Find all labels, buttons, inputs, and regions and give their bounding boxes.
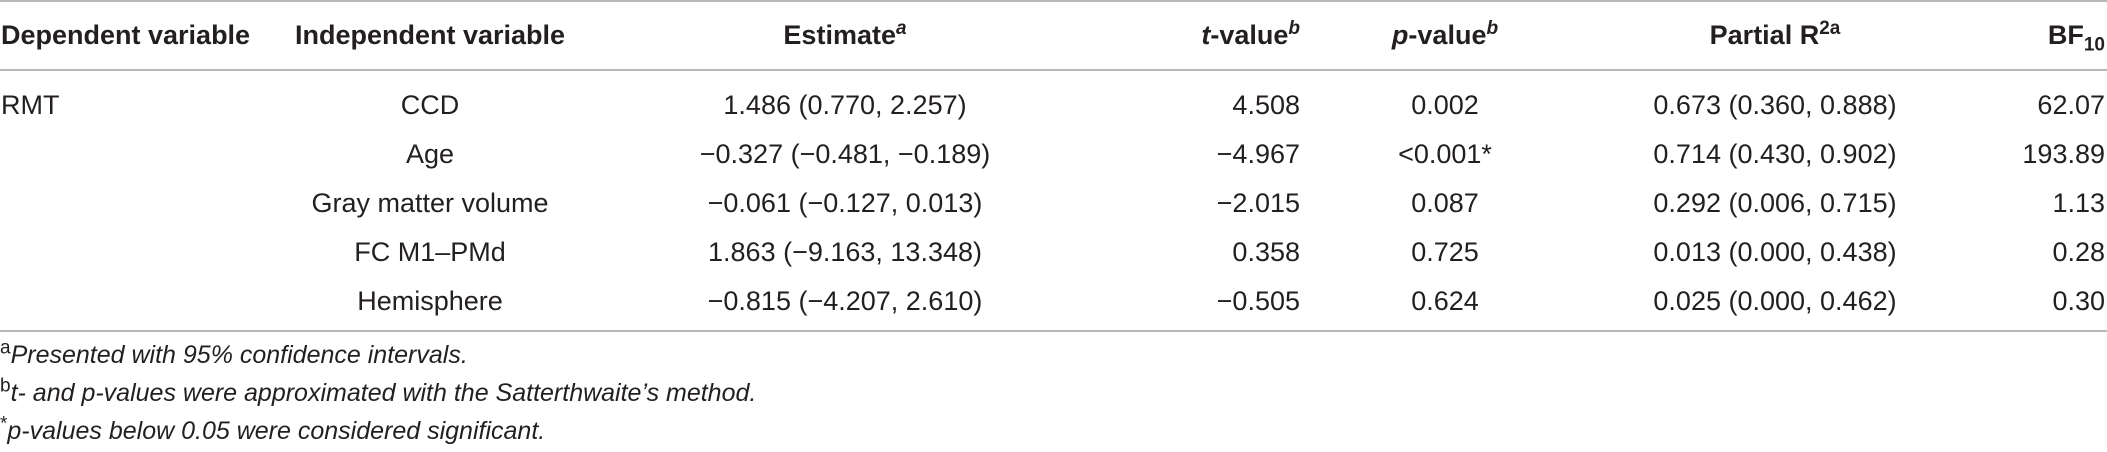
cell-estimate: −0.327 (−0.481, −0.189) (699, 139, 991, 169)
cell-estimate: −0.815 (−4.207, 2.610) (590, 277, 1100, 332)
cell-partial-r2: 0.673 (0.360, 0.888) (1653, 90, 1897, 120)
cell-dependent (0, 179, 270, 228)
results-table: Dependent variable Independent variable … (0, 0, 2107, 332)
cell-partial-r2: 0.714 (0.430, 0.902) (1653, 139, 1897, 169)
footnote-b: bt- and p-values were approximated with … (0, 375, 757, 407)
table-row: RMT CCD 1.486 (0.770, 2.257) 4.508 0.002… (0, 70, 2107, 130)
header-p-value: p-valueb (1300, 0, 1590, 71)
cell-bf10: 193.89 (2022, 139, 2105, 169)
cell-p-value: 0.002 (1411, 90, 1479, 120)
table-header: Dependent variable Independent variable … (0, 0, 2107, 71)
cell-partial-r2: 0.292 (0.006, 0.715) (1653, 188, 1897, 218)
header-independent-variable: Independent variable (270, 0, 590, 71)
cell-estimate: 1.486 (0.770, 2.257) (723, 90, 967, 120)
cell-t-value: −4.967 (1216, 139, 1300, 169)
cell-dependent (0, 228, 270, 277)
cell-p-value: 0.725 (1411, 237, 1479, 267)
cell-estimate: −0.061 (−0.127, 0.013) (707, 188, 983, 218)
table-row: Gray matter volume −0.061 (−0.127, 0.013… (0, 179, 2107, 228)
cell-independent: Gray matter volume (311, 188, 549, 218)
cell-independent: FC M1–PMd (354, 237, 506, 267)
cell-estimate: 1.863 (−9.163, 13.348) (708, 237, 982, 267)
footnote-a: aPresented with 95% confidence intervals… (0, 337, 468, 369)
header-bf10: BF10 (1960, 0, 2107, 71)
table-footnotes: aPresented with 95% confidence intervals… (0, 336, 756, 450)
table-row: Hemisphere −0.815 (−4.207, 2.610) −0.505… (0, 277, 2107, 332)
table-row: FC M1–PMd 1.863 (−9.163, 13.348) 0.358 0… (0, 228, 2107, 277)
cell-independent: Hemisphere (270, 277, 590, 332)
cell-partial-r2: 0.013 (0.000, 0.438) (1653, 237, 1897, 267)
footnote-asterisk: *p-values below 0.05 were considered sig… (0, 413, 546, 445)
header-estimate: Estimatea (590, 0, 1100, 71)
cell-independent: CCD (400, 90, 460, 120)
cell-bf10: 62.07 (2037, 90, 2105, 120)
header-t-value: t-valueb (1100, 0, 1300, 71)
cell-bf10: 0.30 (1960, 277, 2107, 332)
cell-p-value: 0.624 (1300, 277, 1590, 332)
header-dependent-variable: Dependent variable (0, 0, 270, 71)
table-body: RMT CCD 1.486 (0.770, 2.257) 4.508 0.002… (0, 70, 2107, 332)
cell-t-value: −0.505 (1100, 277, 1300, 332)
cell-dependent: RMT (1, 90, 60, 120)
cell-bf10: 0.28 (2052, 237, 2105, 267)
cell-p-value: 0.087 (1411, 188, 1479, 218)
cell-partial-r2: 0.025 (0.000, 0.462) (1590, 277, 1960, 332)
table-row: Age −0.327 (−0.481, −0.189) −4.967 <0.00… (0, 130, 2107, 179)
results-table-container: Dependent variable Independent variable … (0, 0, 2107, 332)
header-partial-r2: Partial R2a (1590, 0, 1960, 71)
cell-t-value: −2.015 (1216, 188, 1300, 218)
cell-p-value: <0.001* (1398, 139, 1492, 169)
cell-independent: Age (405, 139, 455, 169)
cell-dependent (0, 130, 270, 179)
cell-t-value: 4.508 (1232, 90, 1300, 120)
cell-bf10: 1.13 (2052, 188, 2105, 218)
cell-t-value: 0.358 (1232, 237, 1300, 267)
cell-dependent (0, 277, 270, 332)
